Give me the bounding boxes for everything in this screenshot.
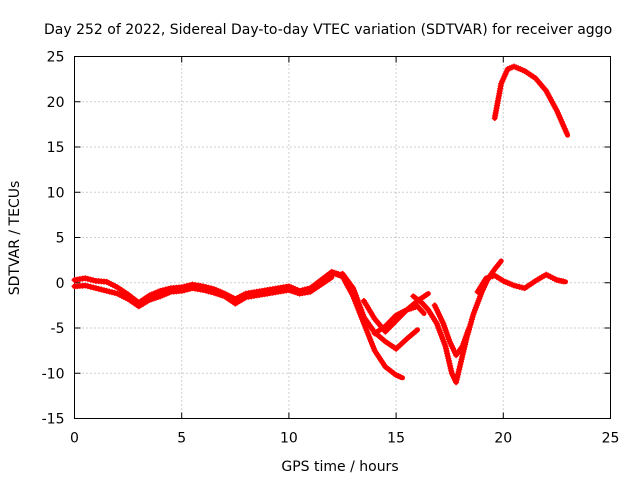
data-series [71,63,571,386]
data-point [397,373,404,380]
x-axis-label: GPS time / hours [281,459,398,475]
data-point [516,283,523,290]
y-tick-label: 25 [47,50,65,66]
x-tick-label: 25 [602,431,620,447]
data-point [84,283,91,290]
markers-trace-d [339,270,419,352]
markers-trace-j [491,63,570,137]
markers-trace-i [474,271,567,295]
y-tick-label: 15 [47,140,65,156]
data-point [205,288,212,295]
data-point [519,284,526,291]
x-tick-label: 15 [387,431,405,447]
data-point [513,283,520,290]
data-point [82,282,89,289]
tick-labels: 0 5 10 15 20 25 -15 -10 -5 0 5 10 15 20 25 [42,50,620,447]
data-point [419,308,426,315]
data-point [560,278,567,285]
x-tick-label: 5 [177,431,186,447]
y-axis-label: SDTVAR / TECUs [7,181,23,296]
y-tick-label: 10 [47,185,65,201]
grid [74,56,611,419]
data-point [200,286,207,293]
data-point [95,285,102,292]
chart-title: Day 252 of 2022, Sidereal Day-to-day VTE… [44,22,612,38]
data-point [186,285,193,292]
data-point [181,287,188,294]
data-point [563,130,570,137]
y-tick-label: 0 [56,276,65,292]
data-point [465,327,472,334]
data-point [92,285,99,292]
markers-trace-b [71,275,333,310]
y-tick-label: -15 [42,412,65,428]
data-point [87,283,94,290]
data-point [202,287,209,294]
data-point [157,287,164,294]
data-point [178,287,185,294]
data-point [106,288,113,295]
axis-ticks [74,56,611,419]
data-point [98,286,105,293]
data-point [159,287,166,294]
data-point [84,275,91,282]
data-point [111,289,118,296]
data-point [326,275,333,282]
data-point [184,286,191,293]
markers-trace-h [431,302,472,359]
data-point [109,289,116,296]
data-point [82,275,89,282]
y-tick-label: -5 [51,321,65,337]
y-tick-label: 5 [56,231,65,247]
markers-trace-f [371,303,426,337]
data-point [90,277,97,284]
data-point [496,260,503,267]
data-point [208,289,215,296]
data-point [423,292,430,299]
x-tick-label: 0 [70,431,79,447]
y-tick-label: -10 [42,366,65,382]
data-point [103,287,110,294]
data-point [511,282,518,289]
data-point [87,276,94,283]
data-point [100,287,107,294]
x-tick-label: 10 [280,431,298,447]
data-point [90,284,97,291]
x-tick-label: 20 [494,431,512,447]
data-point [412,328,419,335]
y-tick-label: 20 [47,95,65,111]
